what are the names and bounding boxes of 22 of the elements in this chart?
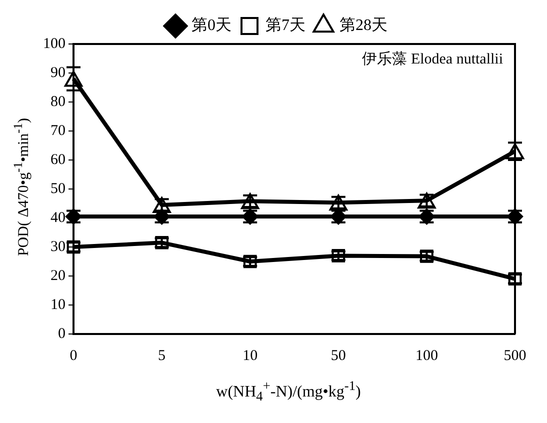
x-tick-label: 5 [158,348,166,364]
legend-label: 第7天 [266,17,306,34]
legend-label: 第0天 [192,17,232,34]
y-tick-label: 10 [50,296,66,313]
annotation: 伊乐藻 Elodea nuttallii [362,50,503,68]
x-tick-label: 50 [330,348,346,364]
legend-label: 第28天 [340,17,388,34]
y-tick-label: 80 [50,94,66,110]
x-tick-label: 500 [504,348,526,364]
y-tick-label: 100 [43,36,66,52]
y-tick-label: 90 [50,64,66,81]
y-tick-label: 50 [50,180,66,197]
y-tick-label: 0 [58,326,66,342]
y-tick-label: 30 [50,238,66,255]
x-tick-label: 0 [70,348,78,364]
y-tick-label: 70 [50,122,66,139]
x-tick-label: 10 [242,348,258,364]
x-tick-label: 100 [415,348,438,364]
y-tick-label: 20 [50,268,66,284]
y-tick-label: 40 [50,210,66,226]
y-tick-label: 60 [50,152,66,168]
x-axis-title: w(NH$_{4}$$^{+}$-N)/(mg•kg$^{-1}$) [215,378,362,405]
